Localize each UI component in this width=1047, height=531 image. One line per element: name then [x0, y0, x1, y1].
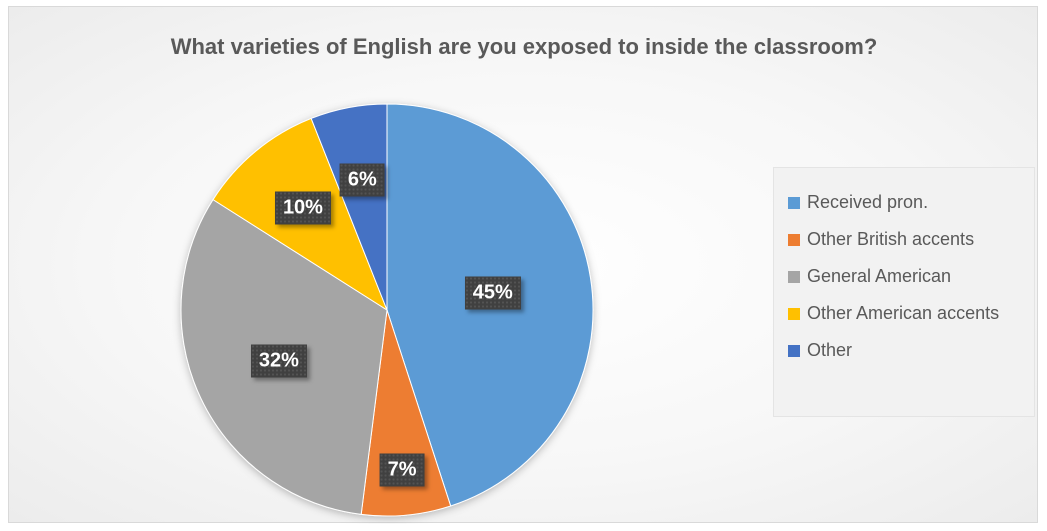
data-label-general-american: 32%: [250, 344, 307, 378]
legend-item-other-american-accents: Other American accents: [788, 295, 1034, 332]
legend-label: Other American accents: [807, 303, 1000, 323]
legend-swatch: [788, 270, 800, 283]
legend-label: Other British accents: [807, 229, 975, 249]
data-label-received-pron: 45%: [464, 276, 521, 310]
legend: Received pron. Other British accents Gener…: [773, 167, 1035, 417]
data-label-other-british-accents: 7%: [379, 453, 425, 487]
pie-slice-other: [310, 103, 388, 311]
legend-swatch: [788, 344, 800, 357]
data-label-other-american-accents: 10%: [274, 191, 331, 225]
data-label-other: 6%: [339, 163, 385, 197]
legend-label: Received pron.: [807, 192, 929, 212]
legend-swatch: [788, 196, 800, 209]
legend-label: Other: [807, 340, 853, 360]
legend-item-received-pron: Received pron.: [788, 184, 1034, 221]
chart-area: What varieties of English are you expose…: [8, 6, 1038, 523]
legend-swatch: [788, 233, 800, 246]
legend-swatch: [788, 307, 800, 320]
legend-item-general-american: General American: [788, 258, 1034, 295]
legend-label: General American: [807, 266, 952, 286]
legend-item-other: Other: [788, 332, 1034, 369]
legend-item-other-british-accents: Other British accents: [788, 221, 1034, 258]
chart-title: What varieties of English are you expose…: [170, 34, 878, 59]
